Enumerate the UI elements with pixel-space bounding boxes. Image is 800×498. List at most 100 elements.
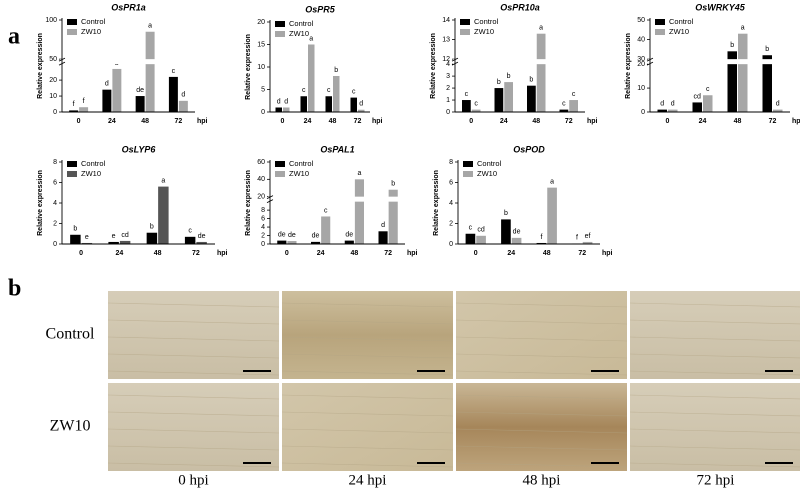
- leaf-vein: [107, 302, 280, 308]
- leaf-vein: [281, 336, 454, 342]
- legend-swatch: [463, 161, 473, 167]
- legend-label: ZW10: [477, 169, 497, 178]
- y-tick-label: 0: [446, 109, 450, 116]
- significance-letter: e: [85, 234, 89, 241]
- y-tick-label: 0: [449, 241, 453, 248]
- y-tick-label: 4: [446, 61, 450, 68]
- leaf-vein: [629, 394, 800, 400]
- chart-title: OsPR10a: [500, 2, 540, 12]
- significance-letter: d: [381, 222, 385, 229]
- significance-letter: d: [660, 100, 664, 107]
- x-tick-label: 48: [543, 250, 551, 257]
- x-tick-label: 0: [469, 118, 473, 125]
- y-tick-label: 0: [261, 241, 265, 248]
- panel-label: b: [8, 276, 21, 302]
- legend-label: Control: [477, 159, 502, 168]
- significance-letter: c: [469, 225, 473, 232]
- bar: [559, 109, 569, 112]
- leaf-vein: [281, 462, 454, 468]
- x-tick-label: 24: [108, 118, 116, 125]
- legend-swatch: [275, 21, 285, 27]
- legend-swatch: [67, 19, 77, 25]
- bar: [527, 85, 536, 112]
- significance-letter: f: [576, 234, 578, 241]
- significance-letter: b: [504, 210, 508, 217]
- legend-label: Control: [289, 19, 314, 28]
- y-tick-label: 4: [449, 200, 453, 207]
- significance-letter: a: [161, 177, 165, 184]
- significance-letter: de: [136, 87, 144, 94]
- bar: [547, 187, 557, 244]
- legend-swatch: [460, 29, 470, 35]
- chart-title: OsPAL1: [320, 144, 354, 154]
- significance-letter: c: [172, 68, 176, 75]
- legend-label: ZW10: [289, 29, 309, 38]
- y-tick-label: 40: [637, 36, 645, 43]
- bar: [501, 219, 511, 244]
- y-tick-label: 0: [53, 109, 57, 116]
- significance-letter: d: [277, 98, 281, 105]
- significance-letter: d: [181, 92, 185, 99]
- y-tick-label: 50: [637, 17, 645, 24]
- leaf-vein: [455, 353, 628, 359]
- y-tick-label: 8: [53, 159, 57, 166]
- x-axis-label: hpi: [217, 250, 228, 257]
- significance-letter: a: [309, 35, 313, 42]
- chart-title: OsLYP6: [122, 144, 157, 154]
- leaf-vein: [455, 370, 628, 376]
- column-label: 48 hpi: [523, 472, 561, 488]
- bar: [277, 240, 287, 244]
- bar: [762, 55, 772, 112]
- bar: [178, 100, 188, 112]
- significance-letter: b: [507, 73, 511, 80]
- significance-letter: b: [765, 46, 769, 53]
- bar: [569, 100, 578, 112]
- legend-swatch: [275, 171, 285, 177]
- leaf-vein: [281, 428, 454, 434]
- x-tick-label: 48: [350, 250, 358, 257]
- micrograph: [108, 291, 279, 379]
- legend-swatch: [460, 19, 470, 25]
- bar: [703, 95, 713, 112]
- significance-letter: cd: [694, 93, 702, 100]
- leaf-vein: [629, 353, 800, 359]
- chart-title: OsPR5: [305, 4, 336, 14]
- y-axis-label: Relative expression: [433, 170, 440, 236]
- x-tick-label: 0: [285, 250, 289, 257]
- y-tick-label: 30: [637, 56, 645, 63]
- y-axis-label: Relative expression: [430, 33, 437, 99]
- bar: [358, 109, 365, 112]
- bar: [283, 107, 290, 112]
- bar: [145, 31, 155, 112]
- significance-letter: b: [529, 77, 533, 84]
- significance-letter: ef: [585, 233, 591, 240]
- micrograph: [456, 383, 627, 471]
- bar: [344, 240, 354, 244]
- y-tick-label: 0: [53, 241, 57, 248]
- bar: [354, 179, 364, 244]
- bar: [275, 107, 282, 112]
- legend-swatch: [67, 29, 77, 35]
- bar: [462, 100, 471, 112]
- chart-title: OsPOD: [513, 144, 545, 154]
- significance-letter: d: [671, 100, 675, 107]
- x-tick-label: 72: [192, 250, 200, 257]
- y-tick-label: 14: [442, 17, 450, 24]
- leaf-vein: [107, 428, 280, 434]
- leaf-vein: [281, 353, 454, 359]
- bar: [536, 242, 547, 244]
- leaf-vein: [455, 302, 628, 308]
- leaf-vein: [455, 411, 628, 417]
- y-tick-label: 8: [449, 159, 453, 166]
- y-tick-label: 2: [261, 232, 265, 239]
- leaf-vein: [455, 445, 628, 451]
- legend-label: ZW10: [289, 169, 309, 178]
- x-axis-label: hpi: [792, 118, 800, 125]
- leaf-vein: [455, 319, 628, 325]
- significance-letter: de: [288, 232, 296, 239]
- bar: [79, 107, 89, 112]
- x-axis-label: hpi: [587, 118, 598, 125]
- y-tick-label: 6: [53, 179, 57, 186]
- x-tick-label: 24: [115, 250, 123, 257]
- axis-break: [268, 196, 405, 202]
